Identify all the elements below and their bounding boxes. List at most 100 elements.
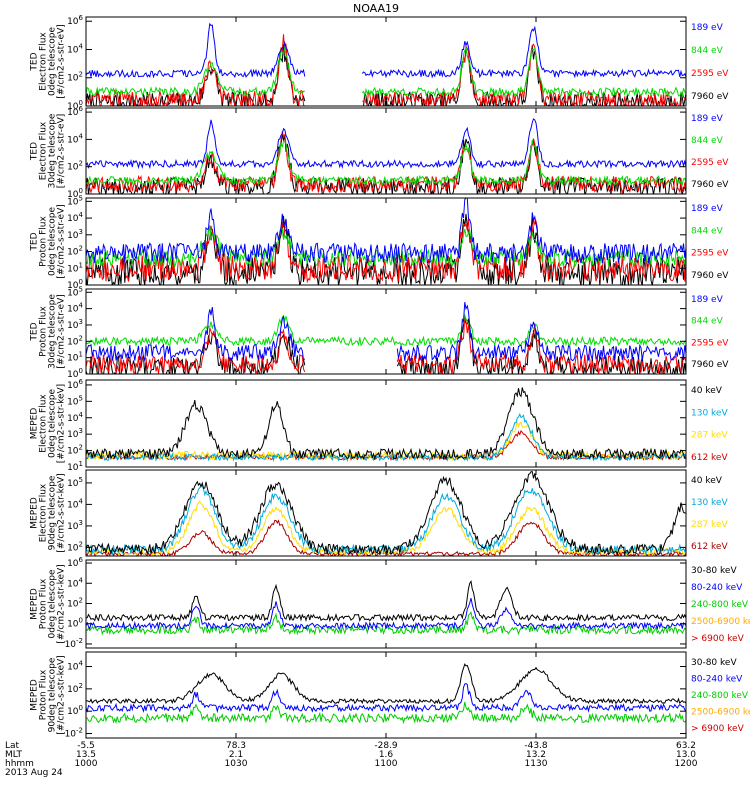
legend-entry: 2595 eV	[691, 158, 729, 168]
y-tick-label: 104	[67, 411, 83, 424]
x-tick-lat: -43.8	[524, 741, 548, 751]
y-tick-label: 106	[67, 556, 83, 569]
x-tick-hhmm: 1200	[675, 759, 698, 769]
y-tick-label: 104	[67, 576, 83, 589]
x-tick-hhmm: 1100	[375, 759, 398, 769]
y-axis-label: TEDProton Flux30deg telescope[#/cm2-s-st…	[30, 294, 67, 369]
y-axis-label: MEPEDElectron Flux90deg telescope[#/cm2-…	[30, 473, 67, 552]
legend-entry: 287 keV	[691, 520, 728, 530]
legend-entry: > 6900 keV	[691, 724, 745, 734]
legend-entry: 40 keV	[691, 476, 723, 486]
y-tick-label: 102	[67, 540, 83, 553]
legend-entry: 287 keV	[691, 431, 728, 441]
legend-entry: 30-80 keV	[691, 566, 737, 576]
series-line-2595-ev	[86, 217, 686, 284]
legend-entry: 844 eV	[691, 46, 724, 56]
y-axis-label: MEPEDProton Flux90deg telescope[#/cm2-s-…	[30, 655, 67, 734]
series-line-844-ev	[86, 139, 686, 187]
series-line-189-ev	[86, 22, 686, 79]
series-line-2595-ev	[86, 316, 686, 374]
legend-entry: 7960 eV	[691, 92, 729, 102]
x-tick-lat: 63.2	[676, 741, 696, 751]
y-tick-label: 102	[67, 596, 83, 609]
series-line-130-kev	[86, 413, 686, 463]
y-tick-label: 105	[67, 476, 83, 489]
y-tick-label: 103	[67, 318, 83, 331]
panel-frame	[85, 651, 687, 739]
y-tick-label: 101	[67, 460, 83, 473]
date-label: 2013 Aug 24	[5, 768, 63, 778]
x-tick-hhmm: 1130	[525, 759, 548, 769]
series-line-287-kev	[86, 500, 686, 556]
y-tick-label: 102	[67, 444, 83, 457]
y-tick-label: 104	[67, 302, 83, 315]
legend-entry: 612 keV	[691, 453, 728, 463]
y-axis-label: MEPEDElectron Flux0deg telescope[#/cm2-s…	[30, 384, 67, 463]
y-tick-label: 104	[67, 497, 83, 510]
y-tick-label: 100	[67, 617, 83, 630]
y-axis-label: TEDElectron Flux30deg telescope[#/cm2-s-…	[30, 113, 67, 188]
y-tick-label: 106	[67, 14, 83, 27]
legend-entry: 130 keV	[691, 408, 728, 418]
y-tick-label: 10-2	[65, 727, 83, 740]
legend-entry: 240-800 keV	[691, 600, 749, 610]
series-line-80-240-kev	[86, 597, 686, 631]
legend-entry: 612 keV	[691, 542, 728, 552]
y-tick-label: 102	[67, 682, 83, 695]
y-tick-label: 103	[67, 519, 83, 532]
y-tick-label: 104	[67, 660, 83, 673]
series-line-287-kev	[86, 421, 686, 462]
x-tick-hhmm: 1030	[225, 759, 248, 769]
series-line-30-80-kev	[86, 580, 686, 623]
legend-entry: 7960 eV	[691, 360, 729, 370]
legend-entry: > 6900 keV	[691, 634, 745, 644]
x-tick-lat: -5.5	[77, 741, 95, 751]
series-line-7960-ev	[86, 133, 686, 194]
x-row-label-lat: Lat	[5, 741, 20, 751]
y-tick-label: 104	[67, 42, 83, 55]
legend-entry: 189 eV	[691, 23, 724, 33]
y-tick-label: 101	[67, 261, 83, 274]
legend-entry: 240-800 keV	[691, 691, 749, 701]
y-tick-label: 102	[67, 71, 83, 84]
series-line-844-ev	[86, 313, 686, 347]
y-tick-label: 102	[67, 334, 83, 347]
series-line-240-800-kev	[86, 610, 686, 636]
series-line-189-ev	[86, 302, 686, 363]
series-line-40-kev	[86, 387, 686, 461]
legend-entry: 2500-6900 keV	[691, 617, 750, 627]
y-tick-label: 104	[67, 132, 83, 145]
series-line-844-ev	[86, 225, 686, 269]
legend-entry: 7960 eV	[691, 271, 729, 281]
series-line-30-80-kev	[86, 663, 686, 705]
y-tick-label: 100	[67, 704, 83, 717]
y-tick-label: 103	[67, 427, 83, 440]
x-tick-mlt: 13.5	[76, 750, 96, 760]
series-line-189-ev	[86, 118, 686, 170]
y-tick-label: 101	[67, 351, 83, 364]
y-tick-label: 10-2	[65, 637, 83, 650]
y-tick-label: 102	[67, 160, 83, 173]
legend-entry: 189 eV	[691, 204, 724, 214]
y-tick-label: 102	[67, 245, 83, 258]
x-tick-mlt: 1.6	[379, 750, 394, 760]
legend-entry: 2595 eV	[691, 249, 729, 259]
x-tick-mlt: 13.0	[676, 750, 696, 760]
series-line-240-800-kev	[86, 701, 686, 725]
x-tick-mlt: 2.1	[229, 750, 243, 760]
plot-title: NOAA19	[353, 2, 399, 15]
y-axis-label: TEDElectron Flux0deg telescope[#/cm2-s-s…	[30, 24, 67, 99]
legend-entry: 130 keV	[691, 498, 728, 508]
series-line-40-kev	[86, 471, 686, 556]
x-tick-lat: -28.9	[374, 741, 398, 751]
